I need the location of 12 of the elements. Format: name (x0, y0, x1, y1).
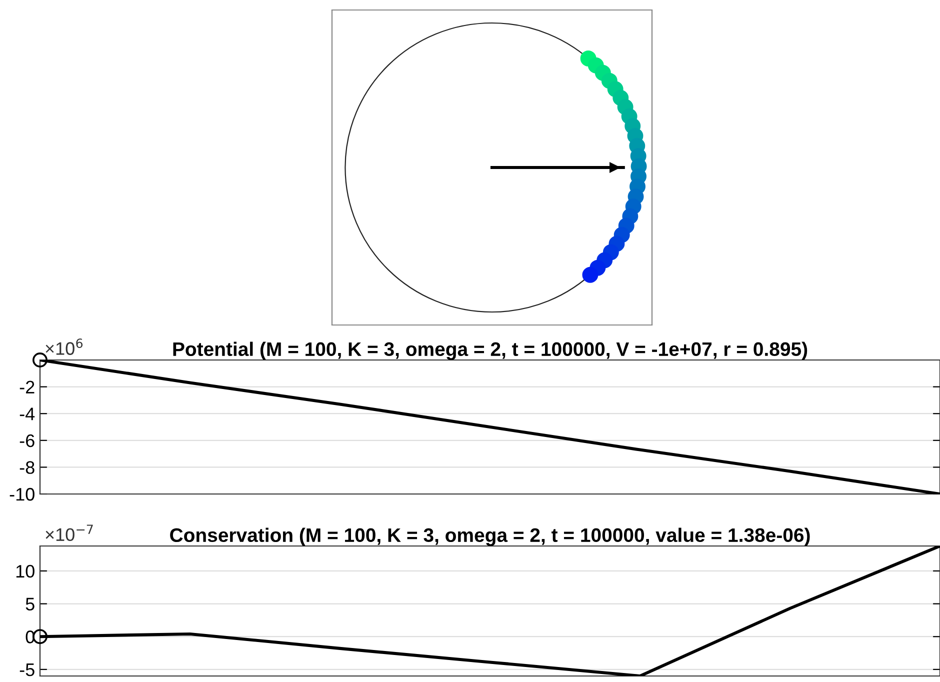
y-tick-label: -6 (20, 434, 34, 448)
chart-title: Potential (M = 100, K = 3, omega = 2, t = 100000, V = -1e+07, r = 0.895) (173, 342, 808, 360)
text: ×10$^{6}$ (46, 338, 83, 355)
y-tick-label: -2 (20, 380, 34, 394)
y-tick-label: -5 (20, 664, 34, 676)
y-tick-label: -10 (10, 488, 34, 501)
y-tick-label: -8 (20, 461, 34, 474)
y-tick-label: -4 (20, 408, 35, 420)
chart-title: Conservation (M = 100, K = 3, omega = 2, t = 100000, value = 1.38e-06) (170, 528, 810, 546)
y-tick-label: 10 (16, 564, 34, 578)
y-tick-label: 5 (26, 598, 34, 610)
text: ×10$^{−7}$ (46, 524, 93, 542)
